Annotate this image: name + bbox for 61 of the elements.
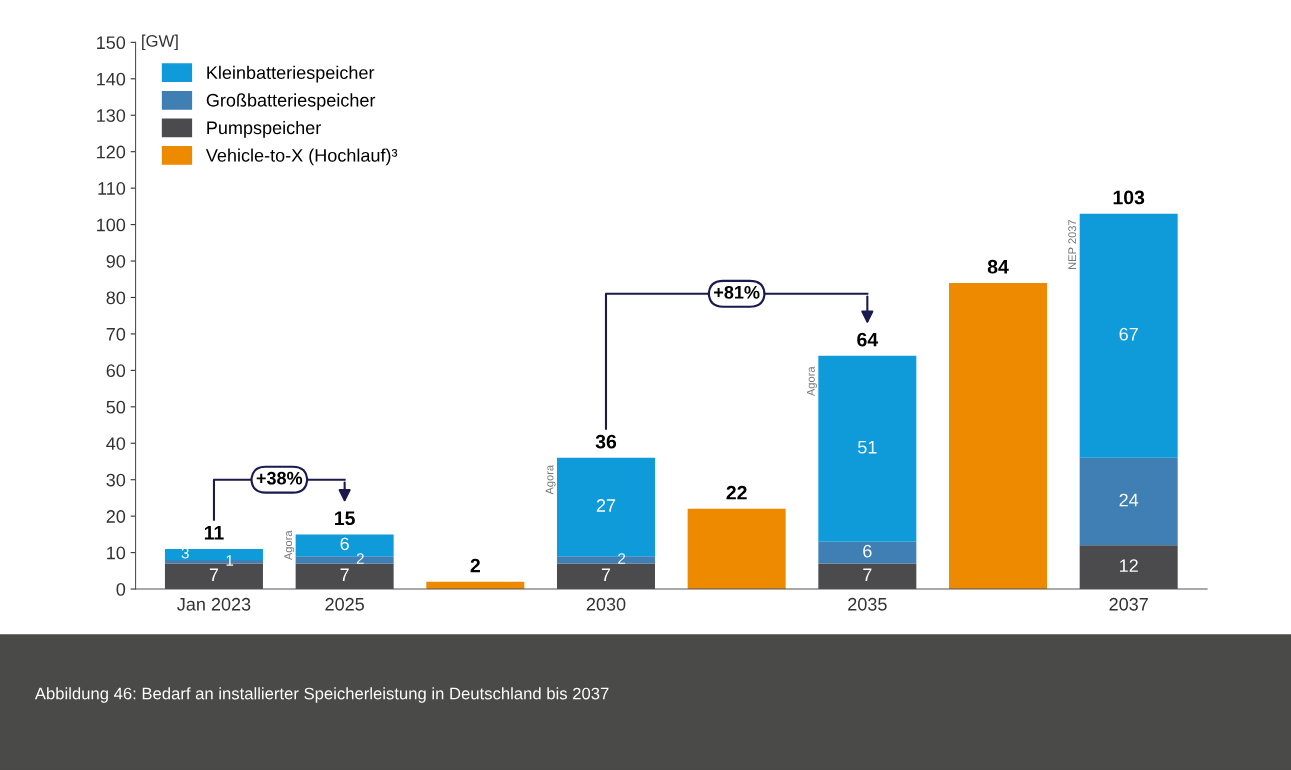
y-tick-label: 40 [106, 437, 126, 450]
y-tick-label: 130 [97, 109, 126, 122]
x-tick-label: 2035 [848, 597, 887, 611]
legend-label: Pumpspeicher [207, 120, 321, 138]
annotation: Agora [284, 530, 295, 561]
y-tick-label: 30 [106, 473, 126, 487]
y-tick-label: 90 [106, 254, 126, 268]
y-tick-label: 50 [106, 400, 126, 414]
data-label: 2 [618, 553, 626, 564]
y-tick-label: 100 [97, 218, 126, 232]
y-tick-label: 10 [107, 546, 126, 560]
data-label: 7 [340, 568, 349, 581]
total-label: 64 [857, 332, 879, 347]
annotation: NEP 2037 [1068, 219, 1077, 269]
y-tick-label: 0 [116, 582, 126, 596]
bar [1079, 213, 1178, 458]
bar [818, 355, 917, 542]
data-label: 12 [1120, 559, 1138, 572]
annotation: Agora [545, 464, 556, 495]
y-tick-label: 70 [106, 327, 126, 341]
total-label: 15 [335, 511, 355, 526]
y-tick-label: 80 [106, 291, 126, 305]
bar [687, 508, 786, 590]
annotation: Agora [807, 366, 817, 397]
data-label: 67 [1119, 327, 1138, 341]
bar [1079, 457, 1178, 546]
data-label: 1 [226, 555, 234, 566]
data-label: 84 [987, 259, 1009, 274]
x-tick-label: 2030 [586, 597, 626, 611]
data-label: 2 [356, 553, 364, 564]
y-tick-label: 120 [97, 145, 126, 159]
legend-label: Vehicle-to-X (Hochlauf)³ [205, 148, 398, 166]
y-tick-label: 140 [97, 72, 126, 86]
data-label: 6 [340, 537, 349, 551]
y-tick-label: 150 [97, 36, 126, 50]
data-label: 22 [726, 485, 747, 500]
data-label: 6 [863, 544, 872, 558]
data-label: 24 [1119, 493, 1139, 507]
y-tick-label: 20 [106, 510, 126, 523]
annotation: +81% [714, 285, 760, 299]
annotation: +38% [256, 471, 303, 485]
bar [818, 541, 917, 564]
y-axis-title: [GW] [142, 34, 178, 51]
data-label: 7 [863, 568, 872, 581]
data-label: 27 [596, 499, 616, 512]
data-label: 2 [470, 558, 480, 573]
y-tick-label: 60 [106, 364, 126, 378]
data-label: 7 [601, 568, 611, 581]
legend-label: Großbatteriespeicher [206, 93, 376, 111]
total-label: 36 [595, 434, 617, 449]
x-tick-label: 2037 [1109, 597, 1148, 611]
data-label: 51 [858, 440, 877, 454]
x-tick-label: 2025 [325, 597, 364, 611]
total-label: 11 [204, 526, 224, 540]
bar [949, 282, 1048, 590]
text: Abbildung 46: Bedarf an installierter Speicherleistung in Deutschland bis 2037 [34, 687, 609, 703]
y-tick-label: 110 [98, 182, 126, 195]
total-label: 103 [1113, 190, 1145, 205]
legend-label: Kleinbatteriespeicher [207, 65, 375, 83]
x-tick-label: Jan 2023 [177, 597, 251, 611]
data-label: 7 [209, 568, 219, 581]
